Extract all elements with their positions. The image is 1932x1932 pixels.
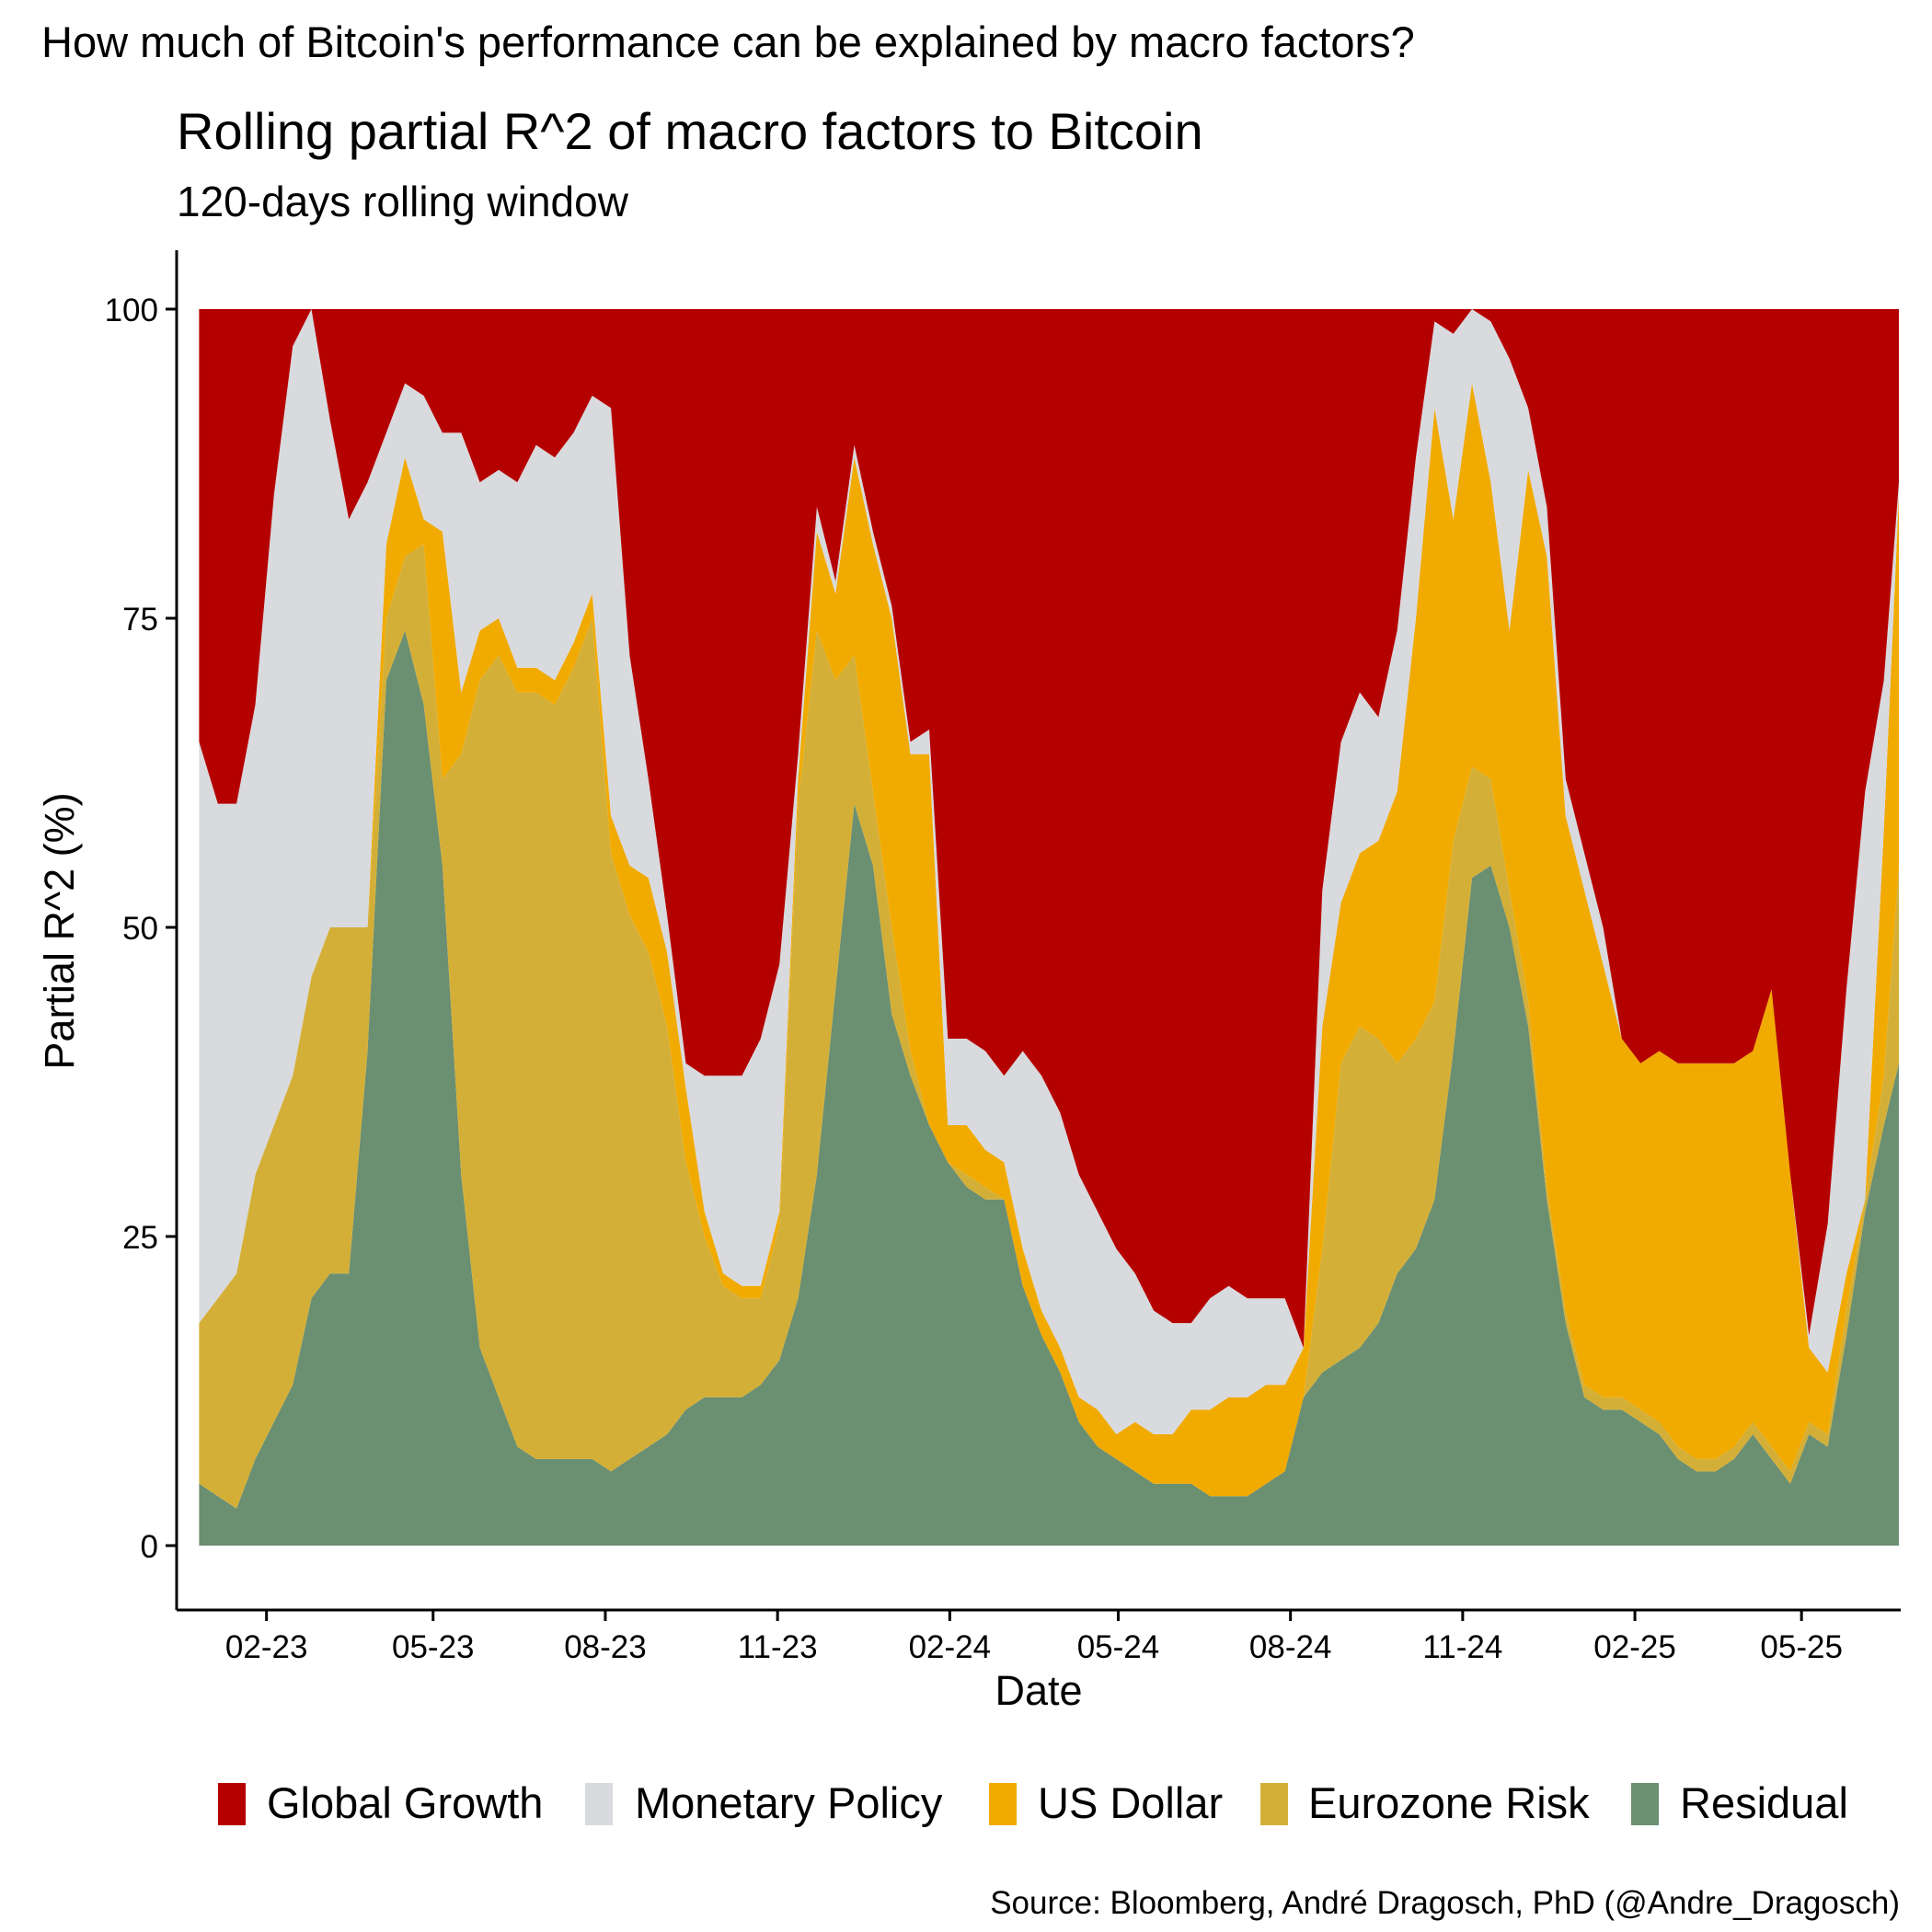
y-axis-title: Partial R^2 (%) bbox=[36, 792, 83, 1069]
x-tick-label: 08-23 bbox=[564, 1629, 647, 1665]
x-tick-label: 11-24 bbox=[1422, 1629, 1502, 1665]
stacked-areas bbox=[199, 309, 1899, 1546]
x-tick-label: 02-24 bbox=[909, 1629, 992, 1665]
x-tick-label: 02-23 bbox=[225, 1629, 308, 1665]
area-us-dollar bbox=[199, 383, 1899, 1497]
legend-swatch-eurozone-risk bbox=[1260, 1783, 1288, 1825]
chart-title: Rolling partial R^2 of macro factors to … bbox=[177, 102, 1203, 160]
x-tick-label: 08-24 bbox=[1249, 1629, 1332, 1665]
y-tick-label: 50 bbox=[122, 911, 158, 947]
legend: Global Growth Monetary Policy US Dollar Eur… bbox=[218, 1778, 1848, 1827]
legend-swatch-us-dollar bbox=[989, 1783, 1017, 1825]
legend-label-monetary-policy: Monetary Policy bbox=[635, 1778, 943, 1827]
x-tick-label: 11-23 bbox=[738, 1629, 818, 1665]
x-tick-label: 05-23 bbox=[392, 1629, 475, 1665]
legend-swatch-monetary-policy bbox=[585, 1783, 613, 1825]
area-monetary-policy bbox=[199, 309, 1899, 1434]
x-axis-title: Date bbox=[995, 1667, 1082, 1714]
x-axis-ticks: 02-23 05-23 08-23 11-23 02-24 05-24 08-24 11-24… bbox=[225, 1610, 1843, 1665]
area-global-growth bbox=[199, 309, 1899, 1348]
y-axis-ticks: 0 25 50 75 100 bbox=[105, 293, 177, 1565]
legend-label-global-growth: Global Growth bbox=[267, 1778, 543, 1827]
legend-label-eurozone-risk: Eurozone Risk bbox=[1308, 1778, 1590, 1827]
chart-subtitle: 120-days rolling window bbox=[177, 178, 629, 225]
x-tick-label: 05-24 bbox=[1077, 1629, 1160, 1665]
area-eurozone-risk bbox=[199, 544, 1899, 1509]
y-tick-label: 25 bbox=[122, 1220, 158, 1256]
legend-label-us-dollar: US Dollar bbox=[1038, 1778, 1223, 1827]
y-tick-label: 100 bbox=[105, 293, 158, 328]
y-tick-label: 75 bbox=[122, 602, 158, 638]
source-note: Source: Bloomberg, André Dragosch, PhD (… bbox=[990, 1885, 1900, 1921]
area-residual bbox=[199, 630, 1899, 1546]
y-tick-label: 0 bbox=[141, 1529, 158, 1565]
x-tick-label: 05-25 bbox=[1760, 1629, 1843, 1665]
legend-swatch-global-growth bbox=[218, 1783, 246, 1825]
x-tick-label: 02-25 bbox=[1593, 1629, 1676, 1665]
legend-label-residual: Residual bbox=[1680, 1778, 1848, 1827]
legend-swatch-residual bbox=[1631, 1783, 1659, 1825]
figure-header: How much of Bitcoin's performance can be… bbox=[41, 17, 1415, 66]
